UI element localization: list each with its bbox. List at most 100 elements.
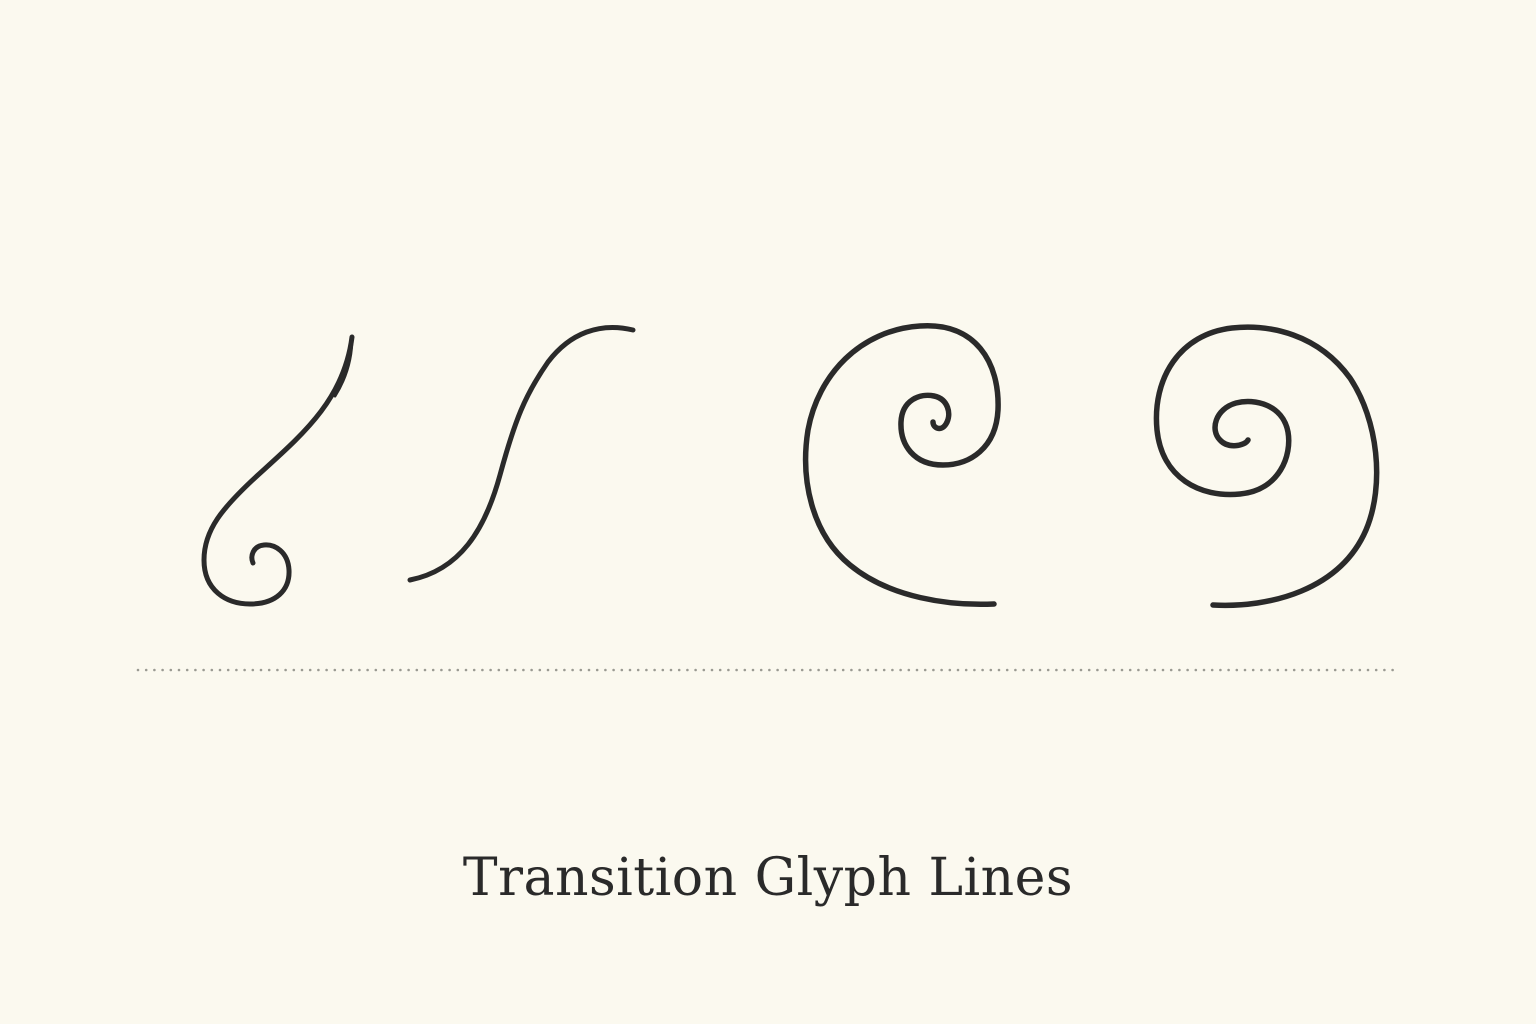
- divider-dot: [1079, 668, 1083, 672]
- divider-dot: [1301, 668, 1304, 672]
- divider-dot: [628, 668, 632, 672]
- divider-dot: [932, 668, 935, 672]
- divider-dot: [899, 668, 902, 672]
- divider-dot: [686, 668, 689, 672]
- divider-dot: [1391, 668, 1394, 672]
- divider-dot: [1251, 668, 1255, 672]
- divider-dot: [841, 668, 845, 672]
- divider-dot: [645, 668, 648, 672]
- divider-dot: [825, 668, 829, 672]
- divider-dot: [136, 668, 140, 672]
- divider-dot: [1128, 668, 1132, 672]
- divider-dot: [1235, 668, 1239, 672]
- divider-dot: [226, 668, 230, 672]
- divider-dot: [784, 668, 788, 672]
- divider-dot: [1071, 668, 1075, 672]
- divider-dot: [1358, 668, 1362, 672]
- divider-dot: [210, 668, 214, 672]
- glyph-canvas: [201, 323, 1380, 609]
- divider-dot: [1366, 668, 1370, 672]
- divider-dot: [522, 668, 525, 672]
- divider-dot: [956, 668, 960, 672]
- divider-dot: [382, 668, 386, 672]
- divider-dot: [185, 668, 189, 672]
- divider-dot: [1276, 668, 1280, 672]
- divider-dot: [325, 668, 328, 672]
- divider-dot: [194, 668, 197, 672]
- divider-dot: [858, 668, 861, 672]
- divider-dot: [202, 668, 205, 672]
- caption-title: Transition Glyph Lines: [462, 848, 1074, 908]
- divider-dot: [1219, 668, 1222, 672]
- divider-dot: [710, 668, 714, 672]
- divider-dot: [235, 668, 238, 672]
- divider-dot: [735, 668, 738, 672]
- divider-dot: [1137, 668, 1140, 672]
- divider-dot: [481, 668, 484, 672]
- divider-dot: [923, 668, 927, 672]
- divider-dot: [563, 668, 566, 672]
- divider-dot: [1005, 668, 1009, 672]
- divider-dot: [399, 668, 402, 672]
- divider-dot: [1268, 668, 1271, 672]
- divider-dot: [1342, 668, 1345, 672]
- divider-dot: [472, 668, 476, 672]
- divider-dot: [940, 668, 943, 672]
- divider-dot: [448, 668, 451, 672]
- divider-dot: [620, 668, 624, 672]
- divider-dot: [1350, 668, 1353, 672]
- divider-dot: [341, 668, 345, 672]
- divider-dot: [727, 668, 730, 672]
- divider-dot: [1325, 668, 1329, 672]
- divider-dot: [1055, 668, 1058, 672]
- divider-dot: [440, 668, 443, 672]
- divider-dot: [604, 668, 607, 672]
- divider-dot: [1153, 668, 1157, 672]
- divider-dot: [423, 668, 427, 672]
- divider-dot: [1202, 668, 1206, 672]
- divider-dot: [669, 668, 673, 672]
- divider-dot: [1186, 668, 1189, 672]
- divider-dot: [1383, 668, 1386, 672]
- divider-dot: [833, 668, 837, 672]
- divider-dot: [1014, 668, 1017, 672]
- divider-dot: [850, 668, 853, 672]
- divider-dot: [1046, 668, 1050, 672]
- divider-dot: [800, 668, 804, 672]
- divider-dot: [177, 668, 181, 672]
- divider-dot: [530, 668, 533, 672]
- divider-dot: [1022, 668, 1025, 672]
- divider-dot: [317, 668, 320, 672]
- divider-dot: [284, 668, 287, 672]
- divider-dot: [243, 668, 246, 672]
- divider-dot: [456, 668, 460, 672]
- divider-dot: [809, 668, 812, 672]
- divider-dot: [718, 668, 722, 672]
- divider-dot: [964, 668, 968, 672]
- divider-dot: [1292, 668, 1296, 672]
- divider-dot: [366, 668, 369, 672]
- divider-dot: [702, 668, 706, 672]
- divider-dot: [874, 668, 878, 672]
- divider-dot: [915, 668, 919, 672]
- divider-dot: [694, 668, 697, 672]
- divider-dot: [308, 668, 312, 672]
- divider-dot: [981, 668, 984, 672]
- divider-dot: [997, 668, 1001, 672]
- divider-dot: [538, 668, 542, 672]
- divider-dot: [218, 668, 222, 672]
- divider-dot: [407, 668, 410, 672]
- divider-dot: [546, 668, 550, 672]
- divider-dot: [1260, 668, 1263, 672]
- divider-dot: [513, 668, 517, 672]
- divider-dot: [866, 668, 870, 672]
- divider-dot: [579, 668, 583, 672]
- divider-dot: [300, 668, 304, 672]
- divider-dot: [776, 668, 779, 672]
- divider-dot: [505, 668, 509, 672]
- divider-dot: [1333, 668, 1337, 672]
- divider-dot: [661, 668, 665, 672]
- divider-dot: [1096, 668, 1099, 672]
- divider-dot: [1243, 668, 1247, 672]
- divider-dot: [161, 668, 164, 672]
